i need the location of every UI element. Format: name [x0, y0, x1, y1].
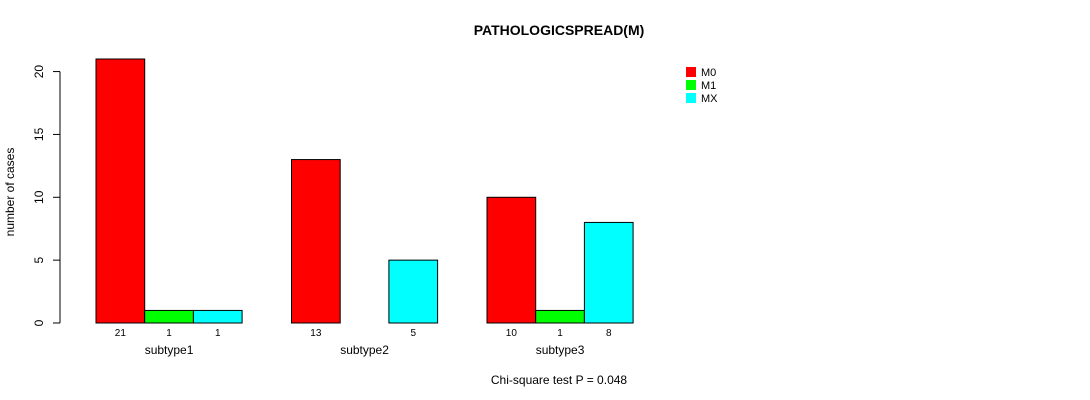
- bar-subtype2-mx: [388, 259, 439, 324]
- count-label-subtype3-m0: 10: [506, 328, 518, 339]
- bar-subtype1-m0: [95, 58, 146, 324]
- y-tick-label-20: 20: [32, 65, 46, 79]
- legend-swatch-m0: [686, 67, 696, 77]
- count-label-subtype1-mx: 1: [215, 328, 221, 339]
- chart-title: PATHOLOGICSPREAD(M): [474, 22, 645, 38]
- count-labels: 21 1 1 13 5 10 1 8: [115, 328, 612, 339]
- category-label-subtype1: subtype1: [145, 343, 194, 357]
- bar-subtype1-m1: [144, 309, 194, 324]
- count-label-subtype1-m0: 21: [115, 328, 127, 339]
- y-tick-label-10: 10: [32, 190, 46, 204]
- y-tick-label-0: 0: [32, 319, 46, 326]
- legend-swatch-m1: [686, 80, 696, 90]
- bars: [95, 58, 634, 324]
- y-tick-label-15: 15: [32, 127, 46, 141]
- legend-label-m0: M0: [701, 67, 716, 79]
- y-axis: 0 5 10 15 20: [32, 65, 61, 326]
- y-axis-label: number of cases: [3, 148, 17, 237]
- category-label-subtype2: subtype2: [340, 343, 389, 357]
- legend-swatch-mx: [686, 93, 696, 103]
- count-label-subtype1-m1: 1: [166, 328, 172, 339]
- count-label-subtype3-m1: 1: [557, 328, 563, 339]
- count-label-subtype3-mx: 8: [606, 328, 612, 339]
- count-label-subtype2-m0: 13: [310, 328, 322, 339]
- category-labels: subtype1 subtype2 subtype3: [145, 343, 585, 357]
- chi-square-footnote: Chi-square test P = 0.048: [491, 373, 628, 387]
- bar-subtype3-mx: [583, 221, 634, 324]
- bar-subtype3-m0: [486, 196, 537, 324]
- legend-label-mx: MX: [701, 93, 718, 105]
- count-label-subtype2-mx: 5: [410, 328, 416, 339]
- bar-subtype2-m0: [291, 159, 341, 324]
- bar-subtype1-mx: [192, 309, 243, 324]
- bar-subtype3-m1: [535, 309, 585, 324]
- y-tick-label-5: 5: [32, 256, 46, 263]
- category-label-subtype3: subtype3: [536, 343, 585, 357]
- legend-label-m1: M1: [701, 80, 716, 92]
